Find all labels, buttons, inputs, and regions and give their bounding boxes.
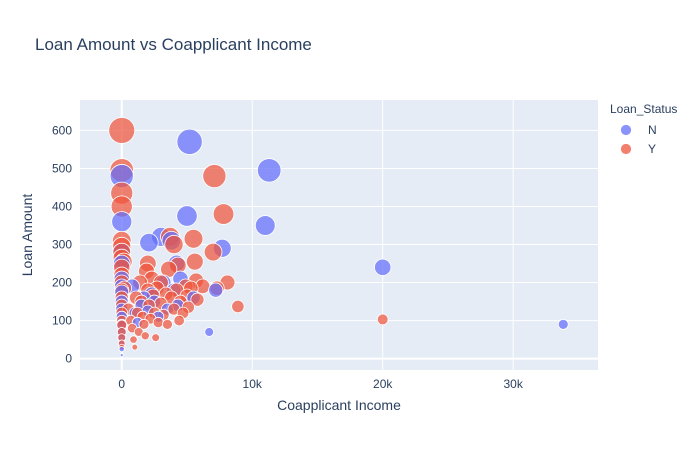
y-tick-label: 100 [52,314,72,328]
data-point-y[interactable] [131,343,139,351]
data-point-n[interactable] [119,353,124,358]
legend-item-y[interactable]: Y [620,142,657,156]
x-tick-label: 10k [243,377,263,391]
x-tick-label: 20k [373,377,393,391]
data-point-y[interactable] [202,164,227,189]
y-tick-label: 200 [52,276,72,290]
data-point-y[interactable] [173,314,185,327]
data-point-n[interactable] [118,346,125,353]
data-point-n[interactable] [374,258,392,276]
data-point-y[interactable] [376,313,389,326]
y-tick-label: 0 [65,352,72,366]
legend-marker-n [620,124,632,136]
data-point-y[interactable] [164,234,184,255]
legend-label-n: N [648,123,657,137]
data-point-y[interactable] [190,292,205,307]
data-point-y[interactable] [161,318,173,330]
x-tick-label: 0 [118,377,125,391]
data-point-y[interactable] [108,117,136,144]
data-point-n[interactable] [204,327,215,337]
legend-marker-y [620,143,632,155]
chart-title: Loan Amount vs Coapplicant Income [35,35,312,54]
x-axis-title: Coapplicant Income [277,397,401,413]
data-point-n[interactable] [256,158,282,183]
x-tick-label: 30k [504,377,524,391]
data-point-y[interactable] [203,242,223,262]
data-point-y[interactable] [140,331,150,341]
data-point-n[interactable] [139,232,159,253]
data-point-n[interactable] [176,205,198,227]
y-tick-label: 600 [52,123,72,137]
y-axis-title: Loan Amount [19,194,35,277]
data-point-n[interactable] [208,282,224,298]
legend: Loan_Status N Y [610,102,677,156]
data-points [108,117,569,358]
data-point-y[interactable] [212,203,235,225]
data-point-y[interactable] [138,318,150,330]
data-point-y[interactable] [129,335,138,344]
tick-labels: 0 10k 20k 30k 0 100 200 300 400 500 600 [52,123,524,391]
data-point-y[interactable] [231,299,245,314]
data-point-y[interactable] [152,316,164,329]
data-point-n[interactable] [557,318,569,330]
data-point-n[interactable] [254,215,276,236]
y-tick-label: 300 [52,238,72,252]
legend-item-n[interactable]: N [620,123,657,137]
data-point-n[interactable] [176,128,203,155]
data-point-n[interactable] [111,211,133,233]
data-point-y[interactable] [183,228,204,249]
legend-title: Loan_Status [610,102,677,116]
data-point-y[interactable] [185,252,204,271]
y-tick-label: 400 [52,199,72,213]
data-point-y[interactable] [151,333,161,343]
y-tick-label: 500 [52,161,72,175]
legend-label-y: Y [648,142,656,156]
